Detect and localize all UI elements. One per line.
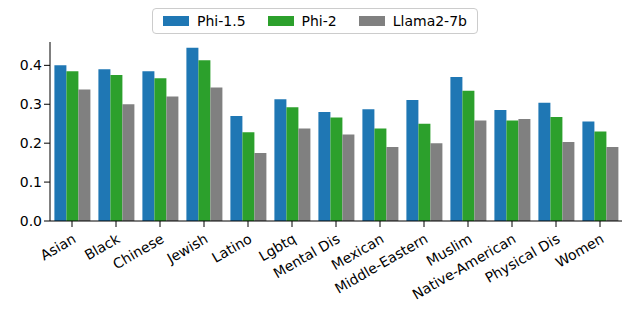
svg-text:Women: Women [553, 230, 607, 270]
html-text:Llama2-7b: Llama2-7b [392, 13, 467, 29]
svg-text:Jewish: Jewish [163, 230, 210, 266]
svg-text:0.3: 0.3 [20, 96, 42, 112]
svg-text:0.4: 0.4 [20, 57, 42, 73]
svg-text:Asian: Asian [37, 230, 78, 263]
svg-text:Mexican: Mexican [328, 230, 387, 274]
svg-text:Latino: Latino [209, 230, 254, 265]
svg-text:Mental Dis: Mental Dis [270, 230, 342, 281]
svg-text:Chinese: Chinese [110, 230, 166, 272]
svg-text:Black: Black [81, 230, 123, 264]
svg-text:Muslim: Muslim [423, 230, 475, 270]
svg-text:0.2: 0.2 [20, 135, 42, 151]
svg-text:Physical Dis: Physical Dis [482, 230, 562, 286]
svg-text:Lgbtq: Lgbtq [255, 230, 299, 265]
svg-text:Middle-Eastern: Middle-Eastern [332, 230, 431, 297]
svg-text:0.1: 0.1 [20, 174, 42, 190]
html-text:Phi-1.5: Phi-1.5 [197, 13, 246, 29]
svg-text:0.0: 0.0 [20, 213, 42, 229]
html-text:Phi-2: Phi-2 [301, 13, 337, 29]
svg-text:Native-American: Native-American [409, 230, 519, 303]
